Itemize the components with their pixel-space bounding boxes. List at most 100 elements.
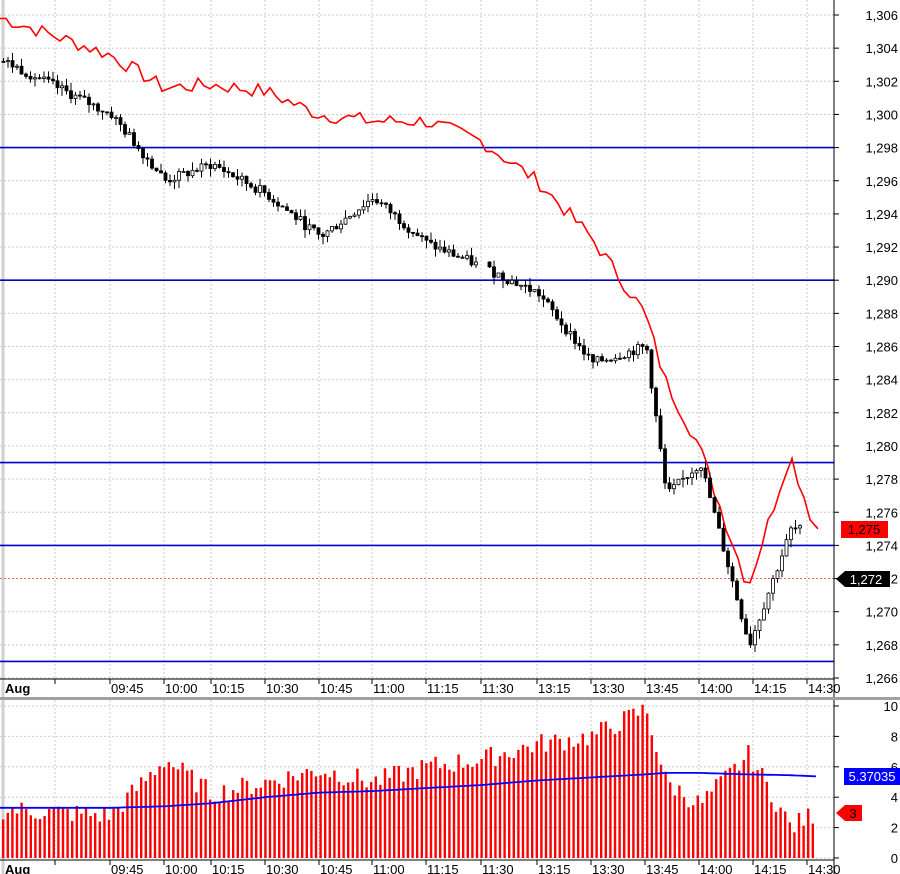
- volume-bar: [549, 739, 552, 858]
- candle-body: [96, 103, 100, 112]
- volume-bar: [342, 785, 345, 858]
- candle-body: [303, 216, 307, 231]
- volume-axis-label: 0: [891, 851, 898, 866]
- candle-body: [415, 232, 420, 237]
- volume-bar: [89, 815, 92, 858]
- volume-bar: [278, 783, 281, 858]
- candle-body: [91, 103, 96, 106]
- time-label: 13:15: [538, 862, 571, 874]
- volume-bar: [669, 782, 672, 858]
- candle-body: [172, 179, 177, 183]
- candle-body: [492, 266, 496, 278]
- candle-body: [51, 78, 55, 82]
- volume-bar: [462, 767, 465, 858]
- candle-body: [564, 324, 568, 335]
- candle-body: [204, 163, 208, 166]
- candle-body: [334, 226, 339, 230]
- candle-body: [510, 279, 514, 285]
- candle-body: [186, 170, 190, 177]
- volume-bar: [623, 711, 626, 858]
- volume-bar: [268, 780, 272, 858]
- volume-bar: [144, 781, 147, 858]
- candle-body: [145, 157, 150, 160]
- price-axis-label: 1,302: [865, 74, 898, 89]
- volume-bar: [609, 728, 612, 858]
- volume-bar: [558, 738, 561, 858]
- volume-bar: [117, 807, 120, 858]
- candle-body: [546, 298, 550, 303]
- candle-body: [123, 124, 127, 135]
- volume-bar: [61, 807, 65, 858]
- candle-body: [15, 65, 19, 68]
- pane-separator[interactable]: [0, 697, 900, 700]
- volume-bar: [489, 746, 492, 858]
- volume-axis-label: 4: [891, 790, 898, 805]
- volume-bar: [452, 771, 456, 858]
- month-label: Aug: [5, 681, 30, 696]
- candle-body: [451, 249, 456, 257]
- candle-body: [82, 95, 87, 98]
- volume-bar: [429, 761, 433, 858]
- volume-bar: [324, 773, 327, 858]
- volume-bar: [425, 763, 428, 858]
- volume-bar: [282, 787, 285, 858]
- candle-body: [105, 111, 109, 114]
- price-axis-label: 1,286: [865, 340, 898, 355]
- time-label: 10:00: [165, 681, 198, 696]
- volume-bar: [273, 780, 276, 858]
- volume-bar: [627, 709, 630, 858]
- volume-bar: [236, 792, 239, 858]
- candle-body: [586, 353, 591, 356]
- volume-bar: [195, 792, 198, 858]
- last-price-tag-text: 1,272: [850, 572, 883, 587]
- volume-bar: [751, 771, 755, 858]
- candle-body: [726, 550, 730, 568]
- candle-body: [321, 233, 325, 237]
- volume-bar: [650, 735, 653, 858]
- candle-body: [456, 255, 460, 258]
- candle-body: [190, 169, 195, 177]
- volume-bar: [135, 791, 138, 858]
- candle-body: [735, 580, 739, 601]
- volume-bar: [774, 811, 778, 858]
- volume-bar: [526, 746, 529, 858]
- candle-body: [55, 80, 60, 89]
- volume-axis-label: 6: [891, 760, 898, 775]
- volume-bar: [765, 781, 768, 858]
- candle-body: [258, 185, 262, 193]
- volume-bar: [319, 775, 322, 858]
- price-axis-label: 1,280: [865, 439, 898, 454]
- volume-axis-label: 10: [884, 699, 898, 714]
- candle-body: [208, 164, 213, 169]
- candle-body: [523, 284, 528, 287]
- candle-body: [271, 199, 276, 203]
- volume-bar: [457, 754, 460, 858]
- volume-bar: [572, 746, 575, 858]
- candle-body: [582, 345, 586, 355]
- candle-body: [627, 350, 631, 358]
- candle-body: [406, 227, 411, 233]
- volume-bar: [52, 807, 55, 858]
- candle-body: [699, 467, 703, 471]
- volume-bar: [494, 766, 497, 858]
- candle-body: [784, 539, 789, 557]
- candle-body: [69, 90, 73, 99]
- candle-body: [136, 145, 141, 149]
- candle-body: [528, 284, 532, 292]
- last-price-tag: 1,272: [836, 571, 890, 587]
- candle-body: [780, 555, 784, 572]
- volume-bar: [314, 776, 318, 858]
- volume-bar: [167, 762, 170, 858]
- price-axis-label: 1,294: [865, 207, 898, 222]
- candle-body: [330, 226, 334, 232]
- last-volume-tag-text: 3: [849, 806, 856, 821]
- volume-bar: [485, 749, 488, 858]
- candle-body: [28, 75, 33, 80]
- volume-bar: [420, 760, 423, 858]
- horizontal-level-lines[interactable]: [0, 146, 834, 663]
- volume-bar: [232, 790, 235, 858]
- candle-body: [447, 249, 451, 253]
- candle-body: [10, 60, 15, 68]
- candle-body: [757, 619, 762, 632]
